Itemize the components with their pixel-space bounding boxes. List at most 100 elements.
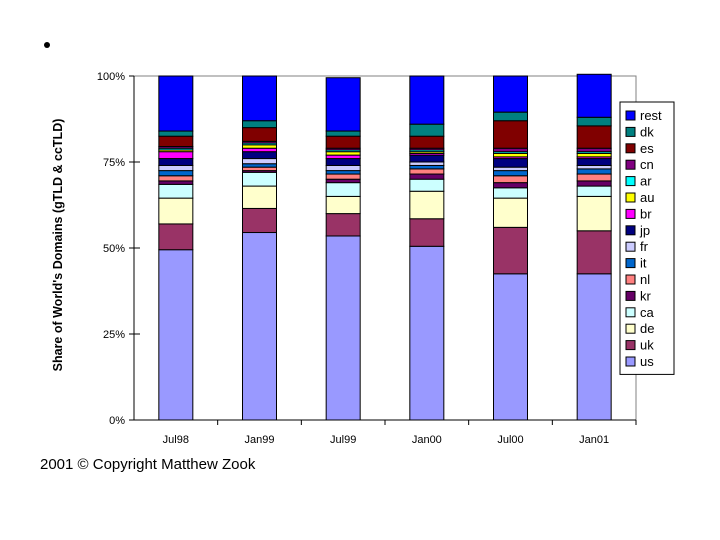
legend-label-jp: jp: [639, 223, 650, 238]
legend-label-cn: cn: [640, 157, 654, 172]
legend-label-uk: uk: [640, 338, 654, 353]
bar-segment-kr-jul00: [493, 182, 528, 189]
x-tick-label: Jul98: [163, 434, 189, 446]
bar-segment-uk-jul98: [158, 223, 194, 251]
bar-segment-dk-jan01: [576, 116, 612, 127]
legend-label-us: us: [640, 354, 654, 369]
bar-segment-jp-jan01: [576, 158, 612, 166]
bar-segment-au-jan99: [242, 144, 277, 149]
bar-segment-cn-jan01: [576, 147, 612, 153]
bar-segment-kr-jan01: [576, 180, 612, 187]
bar-segment-es-jan00: [409, 135, 445, 149]
legend-label-dk: dk: [640, 124, 654, 139]
bar-segment-fr-jan01: [576, 164, 612, 170]
legend-label-ca: ca: [640, 305, 655, 320]
bar-segment-ca-jan01: [576, 185, 612, 197]
bar-segment-fr-jul00: [493, 166, 528, 172]
bar-segment-es-jul00: [493, 120, 528, 149]
bar-segment-fr-jul98: [158, 164, 194, 172]
legend-label-it: it: [640, 256, 647, 271]
bar-segment-uk-jan00: [409, 218, 445, 247]
bar-segment-rest-jan01: [576, 73, 612, 118]
bar-segment-br-jan99: [242, 147, 277, 153]
bar-segment-fr-jan00: [409, 161, 445, 166]
y-tick-label: 25%: [103, 329, 125, 341]
x-tick-label: Jul99: [330, 434, 356, 446]
bar-segment-de-jan01: [576, 195, 612, 232]
bar-segment-us-jan99: [242, 232, 277, 421]
bar-segment-nl-jan00: [409, 168, 445, 175]
bar-segment-ca-jul00: [493, 187, 528, 199]
bar-segment-jp-jul99: [325, 158, 361, 166]
bar-segment-us-jul00: [493, 273, 528, 421]
bar-segment-dk-jul98: [158, 130, 194, 137]
legend-swatch-fr: [625, 241, 636, 252]
bar-segment-ca-jul98: [158, 183, 194, 199]
bar-segment-us-jan01: [576, 273, 612, 421]
legend-label-rest: rest: [640, 108, 662, 123]
bar-segment-es-jul98: [158, 135, 194, 148]
x-tick-label: Jul00: [497, 434, 523, 446]
bar-segment-us-jan00: [409, 245, 445, 421]
x-tick-label: Jan01: [579, 434, 609, 446]
bar-segment-de-jul99: [325, 195, 361, 215]
legend-swatch-jp: [625, 225, 636, 236]
y-tick-label: 50%: [103, 243, 125, 255]
bar-segment-nl-jul00: [493, 175, 528, 184]
y-tick-label: 0%: [109, 415, 125, 427]
bar-segment-de-jan00: [409, 190, 445, 220]
legend-label-fr: fr: [640, 239, 649, 254]
bar-segment-us-jul98: [158, 249, 194, 421]
bar-segment-rest-jan00: [409, 75, 445, 125]
legend-swatch-rest: [625, 110, 636, 121]
legend-swatch-br: [625, 208, 636, 219]
bar-segment-br-jul98: [158, 151, 194, 160]
bar-segment-nl-jan01: [576, 173, 612, 182]
bar-segment-it-jan00: [409, 164, 445, 170]
bar-segment-es-jan99: [242, 127, 277, 142]
bar-segment-rest-jul99: [325, 77, 361, 132]
bar-segment-ca-jul99: [325, 182, 361, 197]
bar-segment-kr-jul98: [158, 180, 194, 185]
bullet-point: [44, 42, 50, 48]
x-tick-label: Jan00: [412, 434, 442, 446]
legend-label-au: au: [640, 190, 654, 205]
bar-segment-ca-jan99: [242, 171, 277, 187]
bar-segment-kr-jul99: [325, 178, 361, 184]
bar-segment-nl-jul98: [158, 175, 194, 182]
plot-area: [133, 75, 637, 421]
legend-swatch-es: [625, 143, 636, 154]
bar-segment-dk-jan00: [409, 123, 445, 137]
bar-segment-rest-jul00: [493, 75, 528, 113]
bar-segment-cn-jul00: [493, 147, 528, 153]
legend-swatch-au: [625, 192, 636, 203]
legend-label-nl: nl: [640, 272, 650, 287]
legend-label-de: de: [640, 321, 654, 336]
bar-segment-it-jan99: [242, 163, 277, 168]
legend-label-es: es: [640, 141, 654, 156]
bar-segment-it-jul98: [158, 170, 194, 177]
legend-swatch-kr: [625, 290, 636, 301]
bar-segment-dk-jul00: [493, 111, 528, 122]
bar-segment-uk-jul00: [493, 226, 528, 275]
legend-swatch-uk: [625, 340, 636, 351]
y-tick-label: 100%: [97, 71, 125, 83]
bar-segment-de-jul98: [158, 197, 194, 225]
legend-label-br: br: [640, 206, 652, 221]
bar-segment-es-jan01: [576, 125, 612, 149]
x-tick-label: Jan99: [245, 434, 275, 446]
bar-segment-uk-jan01: [576, 230, 612, 275]
legend-swatch-cn: [625, 159, 636, 170]
bar-segment-us-jul99: [325, 235, 361, 421]
bar-segment-br-jul99: [325, 154, 361, 160]
bar-segment-es-jul99: [325, 135, 361, 149]
bar-segment-jp-jan99: [242, 151, 277, 160]
bar-segment-uk-jan99: [242, 207, 277, 234]
bar-segment-de-jan99: [242, 185, 277, 209]
legend-swatch-dk: [625, 126, 636, 137]
bar-segment-au-jan01: [576, 152, 612, 158]
copyright-text: 2001 © Copyright Matthew Zook: [40, 456, 256, 473]
bar-segment-jp-jan00: [409, 154, 445, 163]
